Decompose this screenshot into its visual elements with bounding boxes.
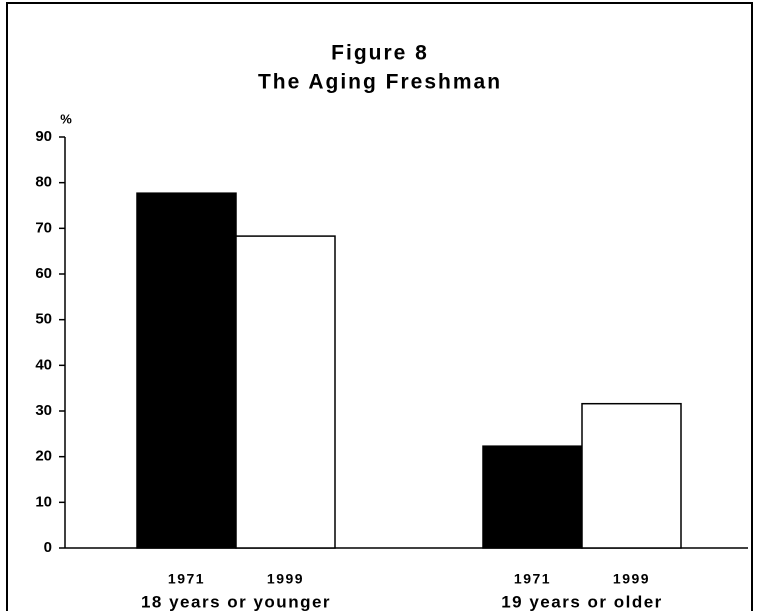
y-tick-label: 70	[35, 219, 52, 236]
y-tick-label: 30	[35, 402, 52, 419]
y-tick-label: 90	[35, 128, 52, 145]
y-tick-label: 20	[35, 448, 52, 465]
chart-title: Figure 8	[331, 42, 429, 65]
y-tick-label: 40	[35, 356, 52, 373]
y-tick-label: 0	[44, 539, 52, 556]
bar	[482, 445, 583, 549]
y-tick-label: 50	[35, 311, 52, 328]
series-label: 1999	[613, 571, 650, 587]
chart-subtitle: The Aging Freshman	[258, 71, 502, 94]
y-tick-label: 60	[35, 265, 52, 282]
series-label: 1971	[168, 571, 205, 587]
series-label: 1971	[514, 571, 551, 587]
y-tick-label: 80	[35, 174, 52, 191]
series-label: 1999	[267, 571, 304, 587]
x-tick-label: 19 years or older	[501, 592, 663, 611]
bar	[581, 402, 682, 549]
x-tick-label: 18 years or younger	[141, 592, 331, 611]
y-tick-label: 10	[35, 493, 52, 510]
bar	[136, 192, 237, 549]
y-axis-label: %	[60, 111, 72, 126]
chart-frame	[6, 2, 753, 611]
bar	[235, 235, 336, 549]
